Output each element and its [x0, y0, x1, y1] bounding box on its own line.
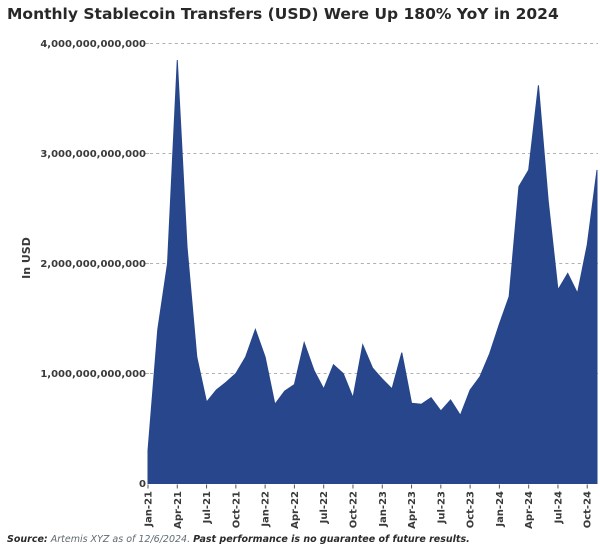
area-series [147, 59, 598, 484]
x-tick-label: Jan-21 [144, 491, 155, 528]
x-tick-label: Jul-24 [553, 491, 564, 524]
x-tick-label: Jul-21 [202, 491, 213, 524]
x-tick-label: Oct-22 [348, 491, 359, 528]
chart-title: Monthly Stablecoin Transfers (USD) Were … [7, 5, 559, 23]
y-tick-label: 4,000,000,000,000 [40, 39, 146, 50]
x-tick-label: Oct-21 [231, 491, 242, 528]
y-axis-title: In USD [20, 237, 33, 279]
y-tick-label: 3,000,000,000,000 [40, 149, 146, 160]
x-tick-label: Oct-24 [583, 491, 594, 528]
y-tick-label: 2,000,000,000,000 [40, 259, 146, 270]
x-tick-label: Jan-22 [261, 491, 272, 528]
source-text: Artemis XYZ as of 12/6/2024. [47, 534, 194, 545]
disclaimer-text: Past performance is no guarantee of futu… [193, 534, 470, 545]
x-tick-label: Apr-24 [524, 491, 535, 529]
y-tick-label: 0 [139, 479, 146, 490]
source-note: Source: Artemis XYZ as of 12/6/2024. Pas… [7, 534, 470, 545]
x-tick-label: Jan-23 [378, 491, 389, 528]
x-tick-label: Apr-23 [407, 491, 418, 529]
x-tick-label: Apr-22 [290, 491, 301, 529]
y-tick-label: 1,000,000,000,000 [40, 369, 146, 380]
x-tick-label: Jul-22 [319, 491, 330, 524]
x-tick-label: Apr-21 [173, 491, 184, 529]
x-tick-label: Oct-23 [466, 491, 477, 528]
x-tick-label: Jan-24 [495, 491, 506, 528]
x-tick-label: Jul-23 [436, 491, 447, 524]
source-label: Source: [7, 534, 48, 545]
